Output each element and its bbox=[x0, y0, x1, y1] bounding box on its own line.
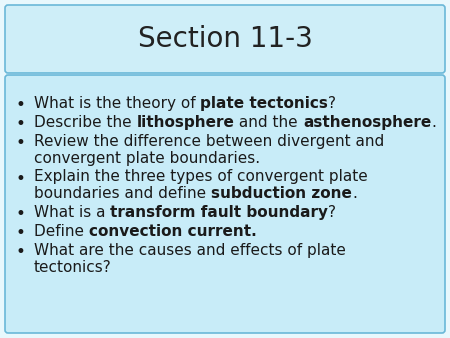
Text: •: • bbox=[15, 243, 25, 261]
Text: •: • bbox=[15, 169, 25, 188]
FancyBboxPatch shape bbox=[5, 5, 445, 73]
Text: What are the causes and effects of plate: What are the causes and effects of plate bbox=[34, 243, 346, 258]
Text: subduction zone: subduction zone bbox=[211, 186, 352, 201]
Text: ?: ? bbox=[328, 96, 337, 111]
Text: •: • bbox=[15, 224, 25, 242]
Text: •: • bbox=[15, 115, 25, 133]
Text: ?: ? bbox=[328, 205, 337, 220]
Text: •: • bbox=[15, 134, 25, 152]
Text: •: • bbox=[15, 96, 25, 114]
Text: Section 11-3: Section 11-3 bbox=[138, 25, 312, 53]
Text: lithosphere: lithosphere bbox=[136, 115, 234, 130]
Text: Define: Define bbox=[34, 224, 89, 239]
Text: asthenosphere: asthenosphere bbox=[303, 115, 431, 130]
Text: convection current.: convection current. bbox=[89, 224, 256, 239]
Text: boundaries and define: boundaries and define bbox=[34, 186, 211, 201]
Text: .: . bbox=[352, 186, 357, 201]
Text: What is a: What is a bbox=[34, 205, 110, 220]
Text: .: . bbox=[431, 115, 436, 130]
Text: convergent plate boundaries.: convergent plate boundaries. bbox=[34, 150, 260, 166]
Text: tectonics?: tectonics? bbox=[34, 260, 112, 274]
Text: •: • bbox=[15, 205, 25, 223]
Text: plate tectonics: plate tectonics bbox=[201, 96, 328, 111]
Text: Explain the three types of convergent plate: Explain the three types of convergent pl… bbox=[34, 169, 368, 185]
Text: and the: and the bbox=[234, 115, 303, 130]
FancyBboxPatch shape bbox=[5, 75, 445, 333]
Text: Review the difference between divergent and: Review the difference between divergent … bbox=[34, 134, 384, 149]
Text: What is the theory of: What is the theory of bbox=[34, 96, 201, 111]
Text: transform fault boundary: transform fault boundary bbox=[110, 205, 328, 220]
Text: Describe the: Describe the bbox=[34, 115, 136, 130]
